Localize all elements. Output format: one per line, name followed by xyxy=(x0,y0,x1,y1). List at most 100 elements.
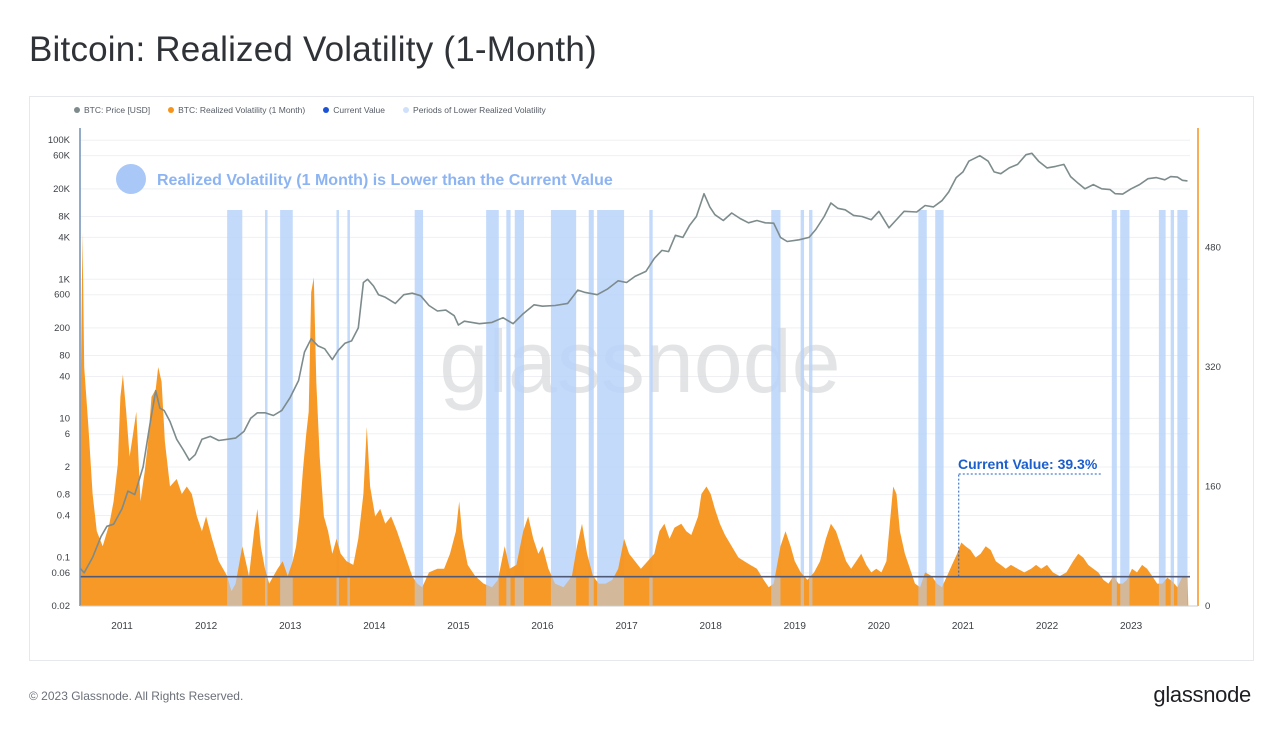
lower-volatility-band xyxy=(265,210,268,606)
left-tick-label: 0.06 xyxy=(52,568,71,579)
left-tick-label: 8K xyxy=(58,212,70,223)
lower-volatility-band xyxy=(1177,210,1188,606)
annotation-circle xyxy=(116,164,146,194)
x-tick-label: 2014 xyxy=(363,621,386,632)
grid-lines xyxy=(80,139,1190,607)
current-value-label: Current Value: 39.3% xyxy=(958,456,1098,472)
left-tick-label: 0.8 xyxy=(57,490,70,501)
left-tick-label: 4K xyxy=(58,232,70,243)
legend-label: Current Value xyxy=(333,105,386,115)
lower-volatility-overlay xyxy=(649,576,653,606)
lower-volatility-band xyxy=(800,210,805,606)
lower-volatility-band xyxy=(280,210,293,606)
x-tick-label: 2018 xyxy=(700,621,723,632)
copyright-text: © 2023 Glassnode. All Rights Reserved. xyxy=(29,689,244,703)
right-axis-ticks: 0 160 320 480 xyxy=(1205,243,1221,613)
left-tick-label: 200 xyxy=(54,323,70,334)
left-tick-label: 600 xyxy=(54,290,70,301)
x-tick-label: 2017 xyxy=(615,621,638,632)
x-tick-label: 2013 xyxy=(279,621,302,632)
lower-volatility-band xyxy=(227,210,243,606)
x-tick-label: 2023 xyxy=(1120,621,1143,632)
lower-volatility-overlay xyxy=(486,576,499,606)
right-tick-label: 0 xyxy=(1205,601,1210,612)
x-tick-label: 2020 xyxy=(868,621,891,632)
legend-label: BTC: Price [USD] xyxy=(84,105,151,115)
lower-volatility-overlay xyxy=(1158,576,1166,606)
lower-volatility-band xyxy=(1158,210,1166,606)
lower-volatility-overlay xyxy=(414,576,424,606)
lower-volatility-overlay xyxy=(347,576,350,606)
lower-volatility-band xyxy=(336,210,339,606)
x-tick-label: 2012 xyxy=(195,621,218,632)
lower-volatility-band xyxy=(588,210,594,606)
lower-volatility-overlay xyxy=(800,576,805,606)
price-line xyxy=(79,152,1188,574)
lower-volatility-band xyxy=(1120,210,1130,606)
left-tick-label: 1K xyxy=(58,274,70,285)
legend-swatch xyxy=(403,107,410,113)
left-tick-label: 20K xyxy=(53,184,71,195)
left-tick-label: 6 xyxy=(65,429,70,440)
lower-volatility-overlay xyxy=(1120,576,1130,606)
brand-logo-text: glassnode xyxy=(1153,682,1251,707)
lower-volatility-overlay xyxy=(1170,576,1175,606)
annotation-text: Realized Volatility (1 Month) is Lower t… xyxy=(157,172,613,189)
lower-volatility-band xyxy=(935,210,944,606)
lower-volatility-band xyxy=(550,210,577,606)
x-tick-label: 2022 xyxy=(1036,621,1059,632)
left-tick-label: 0.1 xyxy=(57,552,70,563)
legend-item: BTC: Realized Volatility (1 Month) xyxy=(168,104,305,116)
legend-swatch xyxy=(74,107,80,113)
left-tick-label: 0.02 xyxy=(52,601,71,612)
legend-label: Periods of Lower Realized Volatility xyxy=(413,105,546,115)
lower-volatility-overlay xyxy=(771,576,781,606)
right-tick-label: 480 xyxy=(1205,243,1221,254)
lower-volatility-overlay xyxy=(336,576,339,606)
lower-volatility-band xyxy=(649,210,653,606)
page-title: Bitcoin: Realized Volatility (1-Month) xyxy=(29,30,597,69)
lower-volatility-band xyxy=(414,210,424,606)
left-tick-label: 0.4 xyxy=(57,511,70,522)
lower-volatility-band xyxy=(347,210,350,606)
lower-volatility-band xyxy=(506,210,511,606)
right-tick-label: 320 xyxy=(1205,362,1221,373)
lower-volatility-overlay xyxy=(809,576,813,606)
legend-item: Current Value xyxy=(323,104,385,116)
left-axis-ticks: 100K 60K 20K 8K 4K 1K 600 200 80 40 10 6 2 0.8 0.4 0.1 0… xyxy=(48,135,71,612)
left-tick-label: 40 xyxy=(59,371,70,382)
lower-volatility-band xyxy=(1111,210,1117,606)
lower-volatility-band xyxy=(486,210,499,606)
lower-volatility-overlay xyxy=(280,576,293,606)
right-tick-label: 160 xyxy=(1205,482,1221,493)
lower-volatility-overlay xyxy=(506,576,511,606)
lower-volatility-overlay xyxy=(597,576,625,606)
left-tick-label: 100K xyxy=(48,135,71,146)
lower-volatility-band xyxy=(1170,210,1175,606)
lower-volatility-band xyxy=(918,210,927,606)
legend-swatch xyxy=(323,107,330,113)
lower-volatility-overlay xyxy=(918,576,927,606)
lower-volatility-overlay xyxy=(935,576,944,606)
lower-volatility-band xyxy=(771,210,781,606)
lower-volatility-overlay xyxy=(1111,576,1117,606)
legend-label: BTC: Realized Volatility (1 Month) xyxy=(178,105,306,115)
left-tick-label: 60K xyxy=(53,151,71,162)
lower-volatility-band xyxy=(809,210,813,606)
x-tick-label: 2015 xyxy=(447,621,470,632)
left-tick-label: 2 xyxy=(65,462,70,473)
lower-volatility-overlay xyxy=(227,576,243,606)
lower-volatility-band xyxy=(514,210,524,606)
lower-volatility-band xyxy=(597,210,625,606)
lower-volatility-overlay xyxy=(550,576,577,606)
volatility-area xyxy=(80,232,1189,606)
x-tick-label: 2016 xyxy=(531,621,554,632)
lower-volatility-overlay xyxy=(265,576,268,606)
x-tick-label: 2011 xyxy=(111,621,133,632)
x-axis-ticks: 2011 2012 2013 2014 2015 2016 2017 2018 2019 2020… xyxy=(111,621,1142,632)
lower-volatility-overlay xyxy=(1177,576,1188,606)
lower-volatility-overlay xyxy=(514,576,524,606)
left-tick-label: 80 xyxy=(59,351,70,362)
legend-swatch xyxy=(168,107,175,113)
